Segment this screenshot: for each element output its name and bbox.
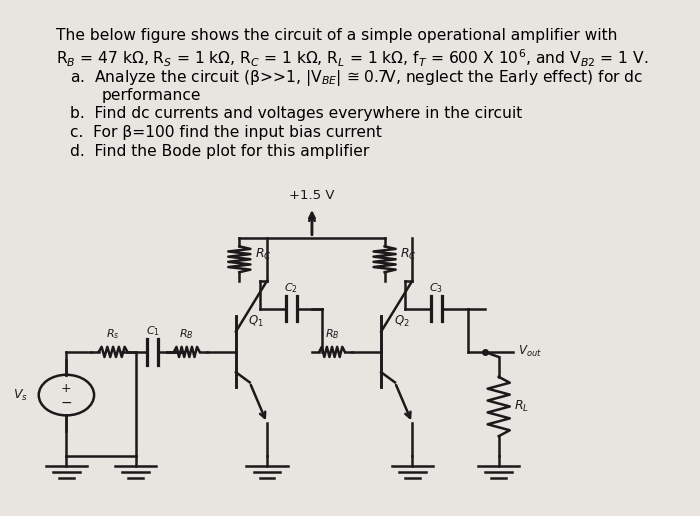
Text: b.  Find dc currents and voltages everywhere in the circuit: b. Find dc currents and voltages everywh… xyxy=(70,106,522,121)
Text: The below figure shows the circuit of a simple operational amplifier with: The below figure shows the circuit of a … xyxy=(56,28,617,43)
Text: $C_1$: $C_1$ xyxy=(146,324,160,337)
Text: $Q_2$: $Q_2$ xyxy=(393,314,410,329)
Text: a.  Analyze the circuit (β>>1, |V$_{BE}$| ≅ 0.7V, neglect the Early effect) for : a. Analyze the circuit (β>>1, |V$_{BE}$|… xyxy=(70,68,643,88)
Text: $R_B$: $R_B$ xyxy=(179,327,194,341)
Text: $V_{out}$: $V_{out}$ xyxy=(518,344,542,360)
Text: R$_B$ = 47 kΩ, R$_S$ = 1 kΩ, R$_C$ = 1 kΩ, R$_L$ = 1 kΩ, f$_T$ = 600 X 10$^6$, a: R$_B$ = 47 kΩ, R$_S$ = 1 kΩ, R$_C$ = 1 k… xyxy=(56,47,648,69)
Text: $Q_1$: $Q_1$ xyxy=(248,314,264,329)
Text: +1.5 V: +1.5 V xyxy=(289,189,335,202)
Text: $R_L$: $R_L$ xyxy=(514,399,529,414)
Text: $R_s$: $R_s$ xyxy=(106,327,120,341)
Text: $C_3$: $C_3$ xyxy=(429,281,444,295)
Text: $R_C$: $R_C$ xyxy=(255,247,272,262)
Text: d.  Find the Bode plot for this amplifier: d. Find the Bode plot for this amplifier xyxy=(70,144,370,159)
Text: −: − xyxy=(61,396,72,410)
Text: $R_C$: $R_C$ xyxy=(400,247,416,262)
Text: c.  For β=100 find the input bias current: c. For β=100 find the input bias current xyxy=(70,125,382,140)
Text: $V_s$: $V_s$ xyxy=(13,388,29,402)
Text: performance: performance xyxy=(102,88,201,103)
Text: $C_2$: $C_2$ xyxy=(284,281,298,295)
Text: $R_B$: $R_B$ xyxy=(325,327,340,341)
Text: +: + xyxy=(61,382,71,395)
